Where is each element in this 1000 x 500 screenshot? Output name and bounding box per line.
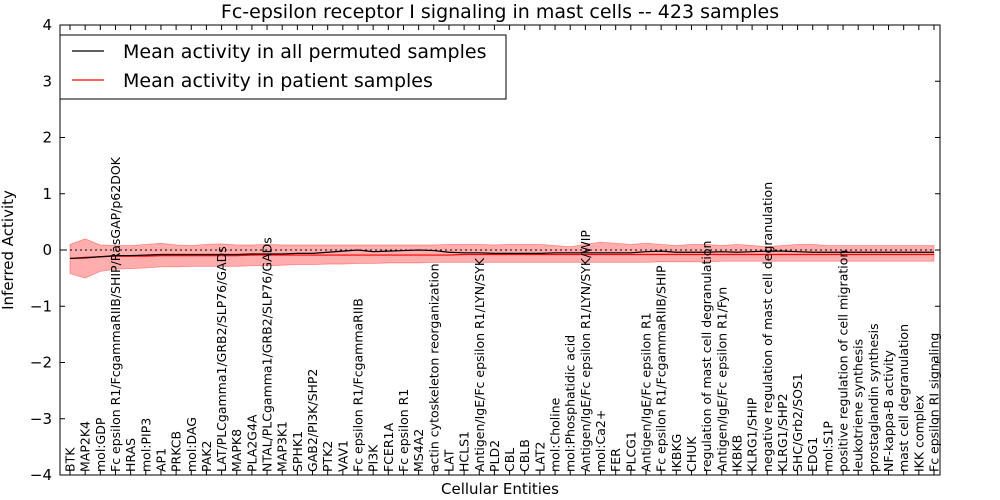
y-tick-label: 4 xyxy=(42,16,52,34)
y-tick-label: 0 xyxy=(42,241,52,259)
x-tick-label: Antigen/IgE/Fc epsilon R1 xyxy=(639,312,654,472)
chart-title: Fc-epsilon receptor I signaling in mast … xyxy=(221,1,779,23)
x-tick-label: KLRG1/SHP2 xyxy=(775,393,790,472)
x-axis-ticks xyxy=(69,25,935,475)
series-line-patient xyxy=(69,253,934,260)
x-tick-label: FER xyxy=(608,448,623,472)
x-tick-label: negative regulation of mast cell degranu… xyxy=(760,182,775,472)
x-tick-label: PLD2 xyxy=(487,440,502,472)
x-tick-label: CBLB xyxy=(517,439,532,472)
x-tick-label: HCLS1 xyxy=(457,431,472,472)
x-tick-label: PLA2G4A xyxy=(244,414,259,472)
x-tick-label: MAP2K4 xyxy=(78,421,93,472)
x-tick-label: Fc epsilon R1 xyxy=(396,389,411,472)
x-tick-label: IKBKB xyxy=(729,435,744,472)
x-tick-label: prostaglandin synthesis xyxy=(866,323,881,472)
x-tick-label: CBL xyxy=(502,448,517,472)
x-tick-label: mol:PIP3 xyxy=(138,418,153,472)
x-tick-label: IKK complex xyxy=(911,395,926,472)
y-tick-label: 2 xyxy=(42,129,52,147)
x-tick-label: PTK2 xyxy=(320,441,335,472)
series-line-permuted xyxy=(69,249,934,260)
x-tick-label: Fc epsilon R1/FcgammaRIIB/SHIP/RasGAP/p6… xyxy=(108,156,123,472)
x-tick-label: Fc epsilon R1/FcgammaRIIB xyxy=(351,298,366,472)
y-tick-label: −1 xyxy=(30,297,52,315)
y-axis-ticks: −4 −3 −2 −1 0 1 2 3 4 xyxy=(30,16,940,484)
x-tick-label: LAT2 xyxy=(532,442,547,472)
x-tick-label: SPHK1 xyxy=(290,431,305,472)
x-tick-label: BTK xyxy=(63,447,78,472)
x-tick-label: mol:S1P xyxy=(820,421,835,472)
x-tick-label: mol:Ca2+ xyxy=(593,410,608,472)
x-tick-label: NTAL/PLCgamma1/GRB2/SLP76/GADs xyxy=(260,237,275,472)
confidence-bands xyxy=(69,238,935,279)
y-axis-label: Inferred Activity xyxy=(0,190,17,310)
x-tick-label: actin cytoskeleton reorganization xyxy=(426,263,441,472)
legend-label-permuted: Mean activity in all permuted samples xyxy=(123,41,486,63)
x-tick-label: NF-kappa-B activity xyxy=(881,349,896,472)
x-tick-label: PI3K xyxy=(366,444,381,472)
x-tick-label: SHC/Grb2/SOS1 xyxy=(790,373,805,472)
x-tick-label: Antigen/IgE/Fc epsilon R1/Fyn xyxy=(714,287,729,472)
legend-label-patient: Mean activity in patient samples xyxy=(123,70,433,92)
series-lines xyxy=(69,249,934,260)
x-tick-label: leukotriene synthesis xyxy=(851,339,866,472)
x-tick-label: HRAS xyxy=(123,438,138,472)
x-tick-label: AP1 xyxy=(153,448,168,472)
x-tick-label: PAK2 xyxy=(199,441,214,472)
x-tick-labels: BTK MAP2K4 mol:GDP Fc epsilon R1/FcgammaRII… xyxy=(63,156,942,472)
x-tick-label: IKBKG xyxy=(669,434,684,472)
y-tick-label: 1 xyxy=(42,185,52,203)
x-tick-label: MS4A2 xyxy=(411,429,426,472)
x-tick-label: mol:DAG xyxy=(184,417,199,472)
x-tick-label: KLRG1/SHIP xyxy=(745,397,760,472)
y-tick-label: −3 xyxy=(30,410,52,428)
x-tick-label: PRKCB xyxy=(169,431,184,472)
x-tick-label: mol:Choline xyxy=(548,397,563,472)
y-tick-label: −2 xyxy=(30,354,52,372)
x-tick-label: FCER1A xyxy=(381,423,396,472)
x-tick-label: positive regulation of cell migration xyxy=(836,250,851,472)
y-tick-label: 3 xyxy=(42,72,52,90)
x-tick-label: Antigen/IgE/Fc epsilon R1/LYN/SYK xyxy=(472,257,487,472)
x-tick-label: mol:Phosphatidic acid xyxy=(563,335,578,472)
x-tick-label: Fc epsilon R1/FcgammaRIIB/SHIP xyxy=(654,265,669,472)
x-tick-label: LAT xyxy=(441,449,456,472)
x-tick-label: LAT/PLCgamma1/GRB2/SLP76/GADs xyxy=(214,246,229,472)
confidence-band xyxy=(69,238,935,279)
x-tick-label: mol:GDP xyxy=(93,417,108,472)
x-tick-label: CHUK xyxy=(684,436,699,472)
x-tick-label: Antigen/IgE/Fc epsilon R1/LYN/SYK/WIP xyxy=(578,230,593,472)
legend: Mean activity in all permuted samples Me… xyxy=(59,34,507,100)
x-tick-label: regulation of mast cell degranulation xyxy=(699,241,714,472)
x-tick-label: EDG1 xyxy=(805,437,820,472)
x-tick-label: MAPK8 xyxy=(229,429,244,472)
legend-box xyxy=(59,34,507,100)
x-tick-label: GAB2/PI3K/SHP2 xyxy=(305,369,320,472)
x-tick-label: mast cell degranulation xyxy=(896,324,911,472)
x-tick-label: VAV1 xyxy=(335,440,350,472)
x-tick-label: PLCG1 xyxy=(623,431,638,472)
x-tick-label: MAP3K1 xyxy=(275,421,290,472)
x-axis-label: Cellular Entities xyxy=(441,480,559,498)
y-tick-label: −4 xyxy=(30,466,52,484)
x-tick-label: Fc epsilon RI signaling xyxy=(927,333,942,472)
